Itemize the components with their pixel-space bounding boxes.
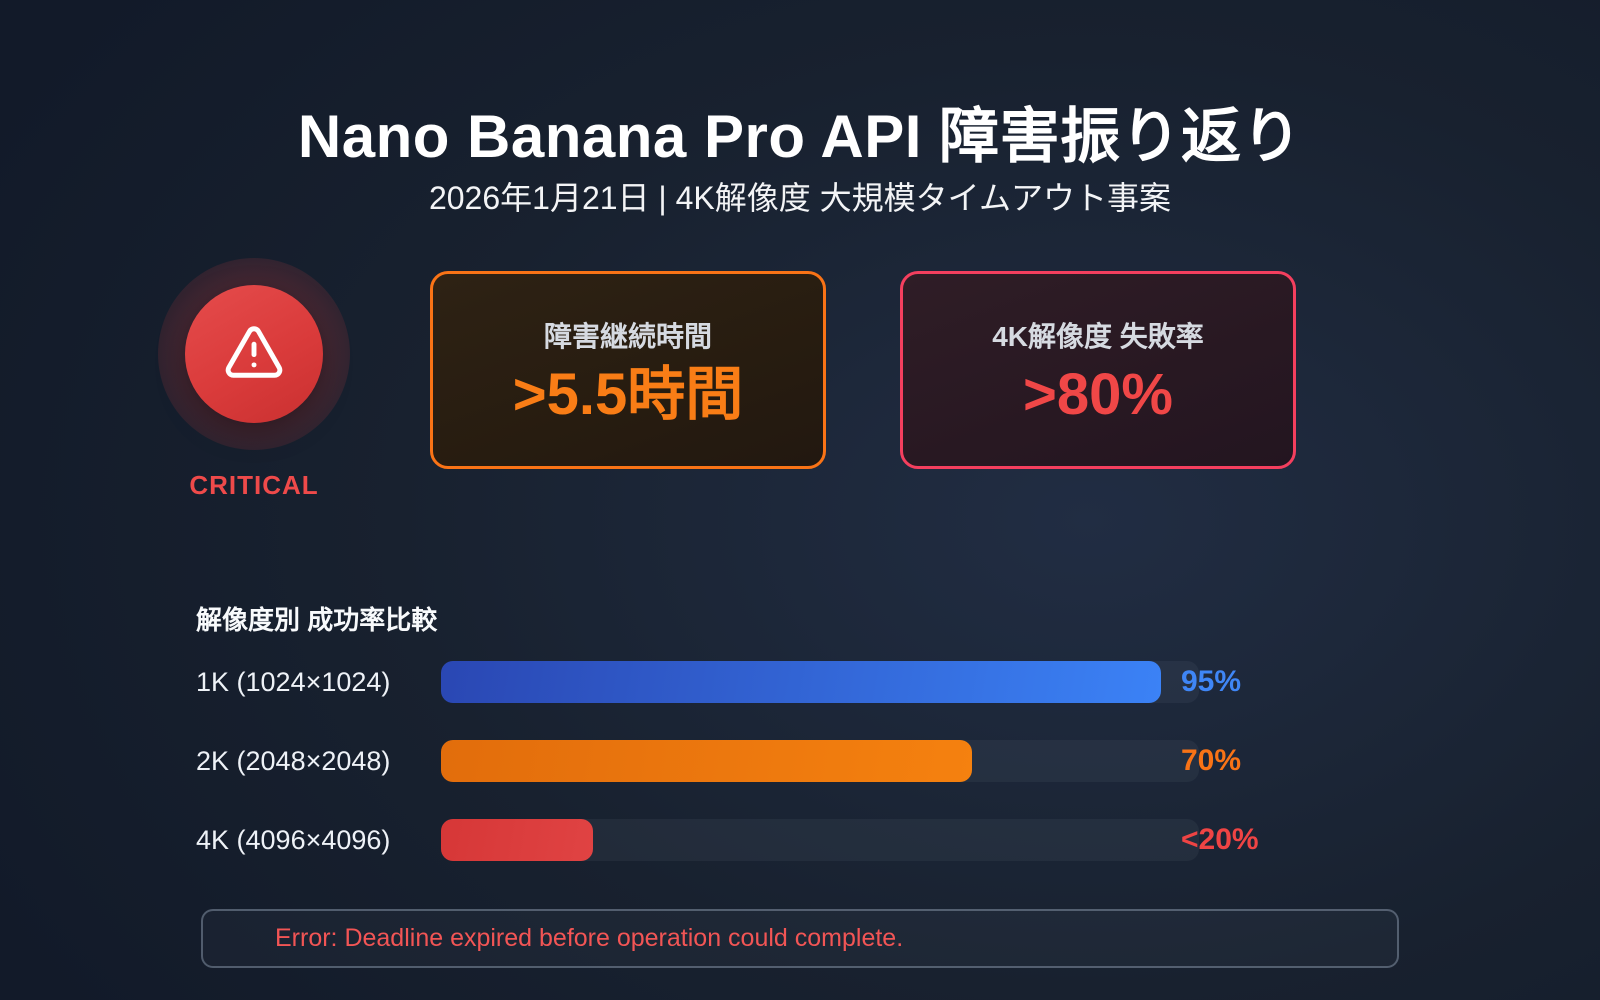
- stat-card-duration-value: >5.5時間: [512, 361, 744, 427]
- critical-label: CRITICAL: [189, 470, 319, 500]
- bar-category-label: 1K (1024×1024): [196, 667, 391, 697]
- alert-triangle-icon: [223, 321, 285, 388]
- stat-card-duration-label: 障害継続時間: [543, 320, 712, 352]
- page-subtitle: 2026年1月21日 | 4K解像度 大規模タイムアウト事案: [428, 180, 1172, 216]
- chart-title: 解像度別 成功率比較: [196, 604, 438, 635]
- critical-badge: [158, 258, 350, 450]
- bar-category-label: 2K (2048×2048): [196, 746, 391, 776]
- error-banner: Error: Deadline expired before operation…: [201, 909, 1399, 968]
- success-rate-bar-chart: 1K (1024×1024) 95% 2K (2048×2048) 70% 4K…: [196, 661, 1406, 898]
- bar-track: [441, 740, 1199, 782]
- bar-row: 1K (1024×1024) 95%: [196, 661, 1406, 703]
- bar-value-label: <20%: [1181, 823, 1259, 856]
- bar-row: 2K (2048×2048) 70%: [196, 740, 1406, 782]
- bar-fill: [441, 740, 972, 782]
- bar-category-label: 4K (4096×4096): [196, 825, 391, 855]
- bar-value-label: 70%: [1181, 744, 1242, 777]
- bar-track: [441, 819, 1199, 861]
- bar-value-label: 95%: [1181, 665, 1242, 698]
- alert-circle: [185, 285, 323, 423]
- bar-track: [441, 661, 1199, 703]
- stat-card-duration: 障害継続時間 >5.5時間: [430, 271, 826, 469]
- page-title: Nano Banana Pro API 障害振り返り: [297, 103, 1303, 171]
- bar-fill: [441, 819, 593, 861]
- bar-fill: [441, 661, 1162, 703]
- error-message: Error: Deadline expired before operation…: [275, 924, 904, 952]
- stat-card-failrate-value: >80%: [1023, 361, 1173, 427]
- stat-card-failrate-label: 4K解像度 失敗率: [992, 320, 1204, 352]
- bar-row: 4K (4096×4096) <20%: [196, 819, 1406, 861]
- stat-card-failrate: 4K解像度 失敗率 >80%: [900, 271, 1296, 469]
